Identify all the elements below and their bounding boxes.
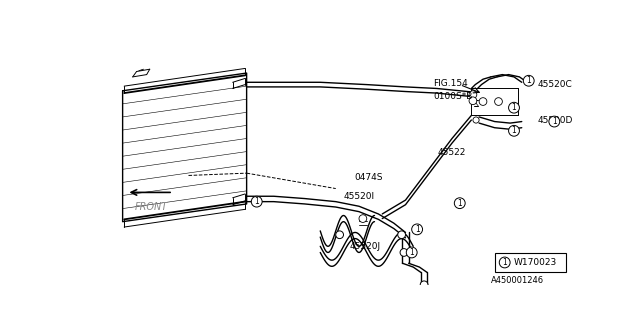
Text: 45520C: 45520C — [538, 80, 573, 89]
Circle shape — [509, 125, 520, 136]
Circle shape — [412, 224, 422, 235]
Circle shape — [473, 117, 479, 123]
FancyBboxPatch shape — [495, 253, 566, 272]
Circle shape — [359, 215, 367, 222]
Circle shape — [336, 231, 344, 239]
Text: 45522: 45522 — [438, 148, 467, 157]
Text: 1: 1 — [415, 225, 419, 234]
Text: 0474S: 0474S — [355, 172, 383, 181]
Text: 1: 1 — [526, 76, 531, 85]
Text: 45520D: 45520D — [538, 116, 573, 124]
Text: FRONT: FRONT — [134, 202, 168, 212]
Text: 1: 1 — [511, 103, 516, 112]
Circle shape — [495, 98, 502, 105]
Circle shape — [397, 231, 406, 239]
Text: 0100S*B: 0100S*B — [433, 92, 473, 101]
Text: 1: 1 — [552, 117, 557, 126]
Text: 1: 1 — [511, 126, 516, 135]
Text: 1: 1 — [458, 199, 462, 208]
Circle shape — [524, 76, 534, 86]
Text: W170023: W170023 — [514, 258, 557, 267]
Circle shape — [549, 116, 560, 127]
Circle shape — [406, 247, 417, 258]
Text: 1: 1 — [254, 197, 259, 206]
Circle shape — [469, 97, 477, 105]
Circle shape — [499, 257, 510, 268]
Circle shape — [509, 102, 520, 113]
Circle shape — [479, 98, 487, 105]
Circle shape — [469, 91, 477, 99]
Circle shape — [420, 281, 428, 289]
Text: FIG.154: FIG.154 — [433, 78, 468, 88]
Text: 45520J: 45520J — [349, 242, 381, 251]
Text: A450001246: A450001246 — [491, 276, 544, 285]
Text: 45520I: 45520I — [344, 192, 374, 201]
Circle shape — [454, 198, 465, 209]
Circle shape — [252, 196, 262, 207]
Text: 1: 1 — [410, 248, 414, 257]
Circle shape — [400, 249, 408, 256]
Text: 1: 1 — [502, 258, 507, 267]
